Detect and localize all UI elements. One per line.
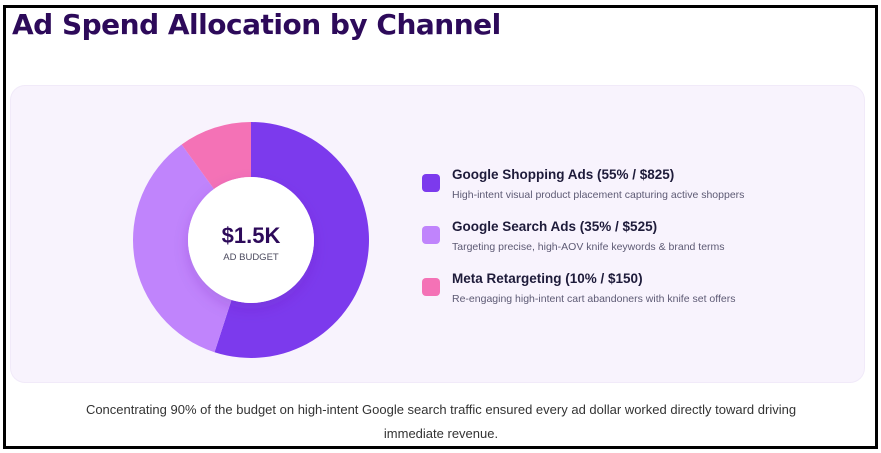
legend: Google Shopping Ads (55% / $825) High-in… (422, 163, 862, 319)
donut-center (188, 177, 314, 303)
legend-label: Google Shopping Ads (55% / $825) (452, 167, 675, 182)
legend-description: Re-engaging high-intent cart abandoners … (452, 293, 736, 305)
legend-item-meta-retargeting: Meta Retargeting (10% / $150) Re-engagin… (422, 267, 862, 319)
legend-item-google-shopping: Google Shopping Ads (55% / $825) High-in… (422, 163, 862, 215)
donut-slice-google-search-ads (132, 144, 232, 353)
donut-slice-google-shopping-ads (214, 122, 369, 358)
legend-label: Google Search Ads (35% / $525) (452, 219, 658, 234)
donut-slice-meta-retargeting (181, 122, 251, 190)
legend-swatch (422, 226, 440, 244)
chart-frame: Ad Spend Allocation by Channel $1.5K AD … (3, 5, 878, 449)
donut-chart: $1.5K AD BUDGET (132, 122, 369, 358)
legend-swatch (422, 174, 440, 192)
chart-caption: Concentrating 90% of the budget on high-… (85, 402, 797, 441)
center-value: $1.5K (222, 223, 281, 248)
center-label: AD BUDGET (223, 252, 279, 263)
legend-description: Targeting precise, high-AOV knife keywor… (452, 241, 725, 253)
legend-description: High-intent visual product placement cap… (452, 189, 745, 201)
donut-slices (132, 122, 369, 358)
chart-title: Ad Spend Allocation by Channel (12, 8, 501, 41)
legend-swatch (422, 278, 440, 296)
legend-item-google-search: Google Search Ads (35% / $525) Targeting… (422, 215, 862, 267)
legend-label: Meta Retargeting (10% / $150) (452, 271, 643, 286)
